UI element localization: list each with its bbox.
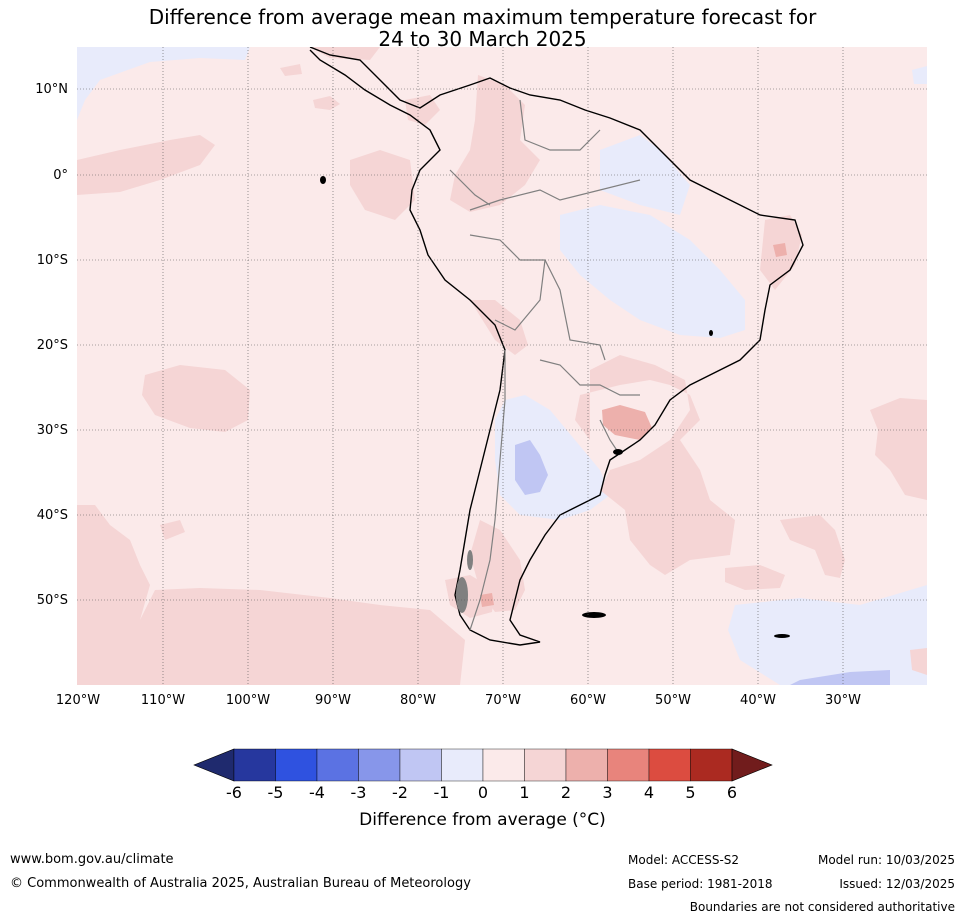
warm-core-chile-south [480,593,494,607]
colorbar-swatch [399,748,442,782]
cool-patch-northwest [77,47,250,120]
lat-label-0: 0° [53,168,68,183]
colorbar-label: Difference from average (°C) [359,810,606,830]
warm-patch-colombia-venezuela [450,75,540,212]
colorbar [193,748,773,782]
lon-label-70w: 70°W [485,693,521,708]
cool-core-southeast [790,670,890,685]
lon-label-80w: 80°W [400,693,436,708]
lon-label-50w: 50°W [655,693,691,708]
lon-label-90w: 90°W [315,693,351,708]
colorbar-swatch [482,748,525,782]
colorbar-swatch [648,748,691,782]
colorbar-tick-label: -2 [392,783,408,802]
colorbar-tick-label: -5 [267,783,284,802]
lon-label-100w: 100°W [225,693,271,708]
warm-patch-small-4 [910,648,927,675]
colorbar-swatch [358,748,401,782]
warm-patch-southern-pacific [77,505,465,685]
cool-patch-southeast [728,585,927,685]
colorbar-under-arrow [193,748,235,782]
colorbar-tick-label: 4 [643,783,655,802]
chile-archipelago [456,550,473,613]
footer-issued: Issued: 12/03/2025 [839,877,955,891]
colorbar-tick-label: -3 [350,783,367,802]
footer-model: Model: ACCESS-S2 [628,853,740,867]
footer-copyright: © Commonwealth of Australia 2025, Austra… [10,876,471,891]
lat-label-20s: 20°S [36,338,68,353]
map-title-line-2: 24 to 30 March 2025 [378,27,587,51]
colorbar-swatch [607,748,650,782]
colorbar-swatch [275,748,318,782]
country-borders [449,99,641,631]
warm-patch-mexico [310,47,380,60]
warm-core-uruguay [602,405,652,440]
warm-patch-small-2 [280,64,302,76]
cool-patch-central-brazil [560,205,745,338]
warm-patch-pacific-north [77,135,215,195]
footer-disclaimer: Boundaries are not considered authoritat… [689,900,955,914]
lat-label-30s: 30°S [36,423,68,438]
warm-patch-small-3 [160,520,185,540]
cool-patch-amazon-mouth [600,135,690,215]
footer-base-period: Base period: 1981-2018 [628,877,773,891]
colorbar-tick-label: 5 [685,783,696,802]
coastlines [309,47,804,646]
colorbar-tick-label: 0 [477,783,489,802]
map-title-line-1: Difference from average mean maximum tem… [148,5,817,29]
lon-label-120w: 120°W [55,693,101,708]
colorbar-tick-label: -4 [309,783,325,802]
cool-patch-northeast [912,66,927,84]
lon-label-60w: 60°W [570,693,606,708]
warm-patch-southern-brazil [575,355,735,575]
colorbar-swatch [233,748,276,782]
lon-label-40w: 40°W [740,693,776,708]
colorbar-over-arrow [731,748,773,782]
lat-label-50s: 50°S [36,593,68,608]
lon-label-110w: 110°W [140,693,186,708]
colorbar-tick-label: 6 [726,783,738,802]
colorbar-swatch [690,748,733,782]
warm-patch-south-atlantic-east [870,398,927,500]
colorbar-swatch [441,748,484,782]
footer-model-run: Model run: 10/03/2025 [817,853,955,867]
colorbar-swatch [316,748,359,782]
warm-patch-south-atlantic-2 [725,565,785,590]
colorbar-tick-label: -6 [226,783,242,802]
colorbar-tick-label: 1 [519,783,530,802]
colorbar-tick-label: 2 [560,783,572,802]
warm-patch-galapagos [350,150,415,220]
colorbar-tick-label: 3 [602,783,613,802]
warm-patch-pacific-south [142,365,250,432]
warm-patch-south-atlantic-1 [780,515,845,578]
cool-core-argentina [515,440,548,495]
colorbar-swatch [524,748,567,782]
warm-core-ne-brazil [773,243,787,257]
gridlines [77,47,927,685]
lat-label-10s: 10°S [36,253,68,268]
colorbar-swatch [565,748,608,782]
lon-label-30w: 30°W [825,693,861,708]
footer-website: www.bom.gov.au/climate [10,852,174,867]
lat-label-10n: 10°N [35,82,68,97]
anomaly-field [77,47,927,685]
colorbar-tick-label: -1 [433,783,450,802]
lat-label-40s: 40°S [36,508,68,523]
warm-patch-small-1 [313,96,340,110]
islands [320,176,790,638]
